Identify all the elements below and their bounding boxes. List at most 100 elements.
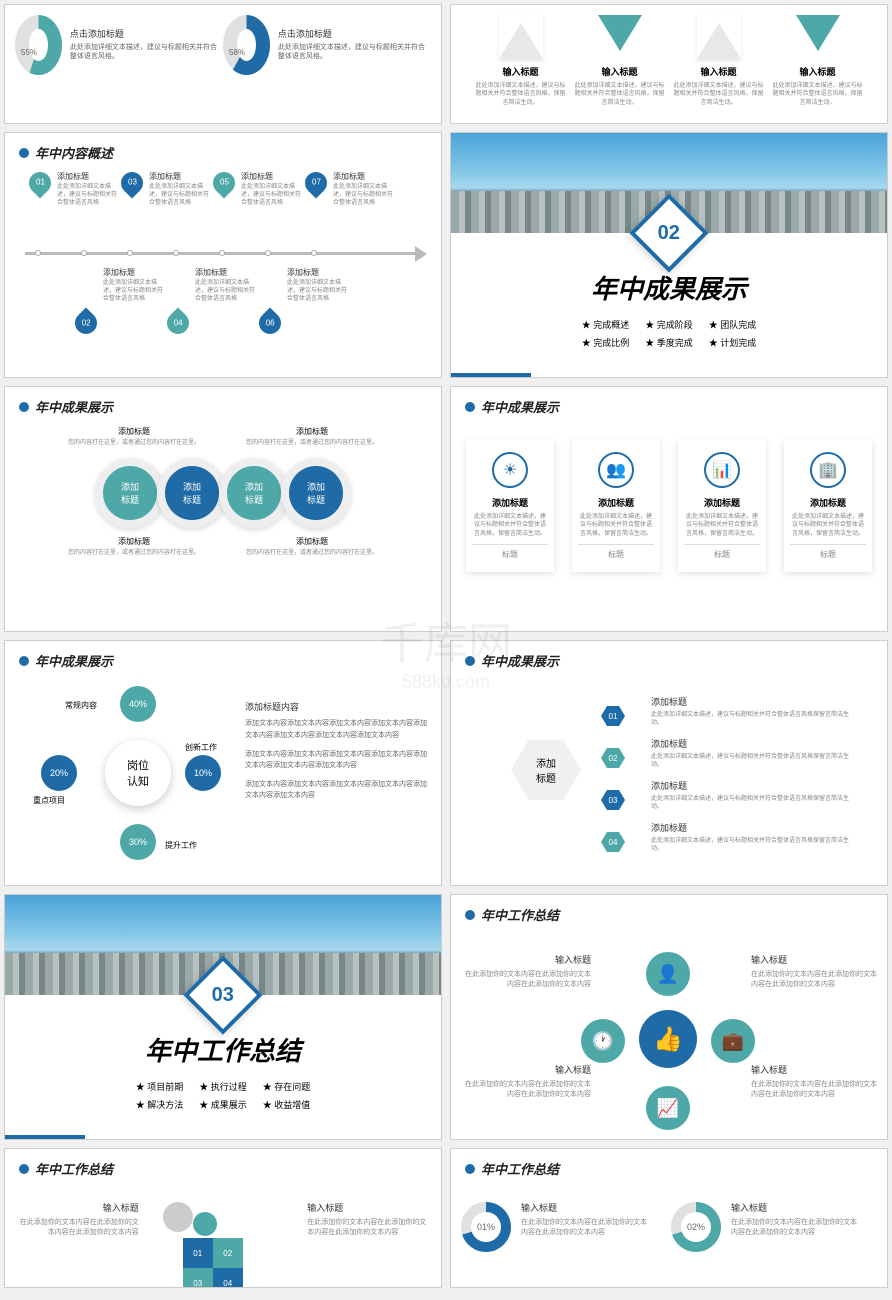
section-title: 年中工作总结 xyxy=(5,1031,441,1068)
quad-cell: 01 xyxy=(183,1238,213,1268)
item-heading: 添加标题 xyxy=(64,536,204,547)
donut-chart: 01% xyxy=(461,1202,511,1252)
slide-grid: 55% 点击添加标题此处添加详细文本描述，建议与标题相关并符合整体语言风格。 5… xyxy=(0,0,892,1292)
hex-item: 添加标题此处添加详细文本描述，建议与标题相关并符合整体语言风格保留言简洁生动。 xyxy=(651,738,851,769)
card-tag: 标题 xyxy=(472,544,548,560)
pin-item: 输入标题 此处添加详细文本描述，建议与标题相关并符合整体语言风格，保留言简洁生动… xyxy=(474,15,568,107)
item-text: 此处添加详细文本描述，建议与标题相关并符合整体语言风格，保留言简洁生动。 xyxy=(771,82,865,107)
donut-chart: 02% xyxy=(671,1202,721,1252)
bullet-item: ★ 完成阶段 xyxy=(645,320,693,330)
slide-5: 年中成果展示 添加标题您的内容打在这里，或者通过您的内容打在这里。添加标题您的内… xyxy=(4,386,442,632)
info-card: 👥 添加标题 此处添加详细文本描述，建议与标题相关并符合整体语言风格，保留言简洁… xyxy=(572,440,660,572)
item-heading: 添加标题 xyxy=(578,496,654,509)
timeline-item: 03 添加标题此处添加详细文本描述，建议与标题相关符合整体语言风格 xyxy=(121,172,203,198)
item-heading: 输入标题 xyxy=(731,1202,861,1216)
hex-number: 03 xyxy=(601,790,625,810)
card-icon: ☀ xyxy=(492,452,528,488)
item-heading: 输入标题 xyxy=(751,954,881,968)
quad-cell: 04 xyxy=(213,1268,243,1288)
icon-text: 输入标题在此添加你的文本内容在此添加你的文本内容在此添加你的文本内容 xyxy=(461,1064,591,1101)
item-text: 在此添加你的文本内容在此添加你的文本内容在此添加你的文本内容 xyxy=(731,1218,861,1239)
bullet-item: ★ 团队完成 xyxy=(709,320,757,330)
circle-node: 添加标题 xyxy=(281,458,351,528)
item-heading: 输入标题 xyxy=(17,1202,139,1216)
circle-node: 添加标题 xyxy=(95,458,165,528)
item-text: 此处添加详细文本描述，建议与标题相关并符合整体语言风格，保留言简洁生动。 xyxy=(790,513,866,538)
pin-item: 输入标题 此处添加详细文本描述，建议与标题相关并符合整体语言风格，保留言简洁生动… xyxy=(672,15,766,107)
item-text: 在此添加你的文本内容在此添加你的文本内容在此添加你的文本内容 xyxy=(307,1218,429,1239)
item-heading: 输入标题 xyxy=(573,65,667,78)
quad-cell: 03 xyxy=(183,1268,213,1288)
item-text: 您的内容打在这里，或者通过您的内容打在这里。 xyxy=(64,440,204,448)
circle-node: 添加标题 xyxy=(157,458,227,528)
item-text: 在此添加你的文本内容在此添加你的文本内容在此添加你的文本内容 xyxy=(17,1218,139,1239)
pin-item: 输入标题 此处添加详细文本描述，建议与标题相关并符合整体语言风格，保留言简洁生动… xyxy=(771,15,865,107)
item-heading: 输入标题 xyxy=(751,1064,881,1078)
item-text: 您的内容打在这里，或者通过您的内容打在这里。 xyxy=(64,550,204,558)
item-heading: 添加标题 xyxy=(57,172,119,182)
bullet-item: ★ 完成概述 xyxy=(582,320,630,330)
item-text: 此处添加详细文本描述，建议与标题相关并符合整体语言风格，保留言简洁生动。 xyxy=(672,82,766,107)
drop-icon: 07 xyxy=(300,167,331,198)
mind-center: 岗位认知 xyxy=(105,740,171,806)
slide-3: 年中内容概述 01 添加标题此处添加详细文本描述，建议与标题相关符合整体语言风格… xyxy=(4,132,442,378)
slide-title: 年中工作总结 xyxy=(35,1159,113,1178)
item-heading: 添加标题 xyxy=(651,780,851,793)
icon-text: 输入标题在此添加你的文本内容在此添加你的文本内容在此添加你的文本内容 xyxy=(751,1064,881,1101)
hex-number: 04 xyxy=(601,832,625,852)
item-heading: 添加标题 xyxy=(195,268,257,278)
node-label: 常规内容 xyxy=(65,700,97,711)
item-text: 您的内容打在这里，或者通过您的内容打在这里。 xyxy=(242,550,382,558)
card-icon: 🏢 xyxy=(810,452,846,488)
slide-4-section: 02 年中成果展示 ★ 完成概述★ 完成阶段★ 团队完成★ 完成比例★ 季度完成… xyxy=(450,132,888,378)
slide-title: 年中成果展示 xyxy=(481,651,559,670)
donut-item: 01% 输入标题在此添加你的文本内容在此添加你的文本内容在此添加你的文本内容 xyxy=(461,1202,651,1252)
timeline-item: 01 添加标题此处添加详细文本描述，建议与标题相关符合整体语言风格 xyxy=(29,172,111,198)
item-text: 此处添加详细文本描述，建议与标题相关并符合整体语言风格。 xyxy=(278,43,431,61)
slide-title: 年中工作总结 xyxy=(481,905,559,924)
item-heading: 输入标题 xyxy=(672,65,766,78)
slide-10: 年中工作总结 👍👤🕐💼📈输入标题在此添加你的文本内容在此添加你的文本内容在此添加… xyxy=(450,894,888,1140)
slide-title: 年中工作总结 xyxy=(481,1159,559,1178)
drop-icon: 03 xyxy=(116,167,147,198)
item-heading: 添加标题 xyxy=(651,696,851,709)
donut-chart: 55% xyxy=(15,15,62,75)
mind-node: 20% xyxy=(41,755,77,791)
slide-title: 年中内容概述 xyxy=(35,143,113,162)
slide-1: 55% 点击添加标题此处添加详细文本描述，建议与标题相关并符合整体语言风格。 5… xyxy=(4,4,442,124)
donut-item: 02% 输入标题在此添加你的文本内容在此添加你的文本内容在此添加你的文本内容 xyxy=(671,1202,861,1252)
timeline-item: 添加标题此处添加详细文本描述，建议与标题相关符合整体语言风格 02 xyxy=(75,268,157,338)
item-heading: 添加标题 xyxy=(684,496,760,509)
mind-node: 40% xyxy=(120,686,156,722)
drop-icon: 05 xyxy=(208,167,239,198)
drop-icon: 06 xyxy=(254,307,285,338)
timeline-item: 05 添加标题此处添加详细文本描述，建议与标题相关符合整体语言风格 xyxy=(213,172,295,198)
item-text: 您的内容打在这里，或者通过您的内容打在这里。 xyxy=(242,440,382,448)
bullet-item: ★ 存在问题 xyxy=(263,1082,311,1092)
item-heading: 添加标题 xyxy=(287,268,349,278)
item-heading: 输入标题 xyxy=(461,1064,591,1078)
card-tag: 标题 xyxy=(578,544,654,560)
icon-text: 输入标题在此添加你的文本内容在此添加你的文本内容在此添加你的文本内容 xyxy=(461,954,591,991)
drop-icon: 02 xyxy=(70,307,101,338)
bullet-item: ★ 项目前期 xyxy=(136,1082,184,1092)
pin-icon xyxy=(796,15,840,59)
slide-2: 输入标题 此处添加详细文本描述，建议与标题相关并符合整体语言风格，保留言简洁生动… xyxy=(450,4,888,124)
item-heading: 添加标题 xyxy=(241,172,303,182)
pin-item: 输入标题 此处添加详细文本描述，建议与标题相关并符合整体语言风格，保留言简洁生动… xyxy=(573,15,667,107)
gear-graphic: 01020304 xyxy=(153,1202,293,1288)
item-heading: 添加标题 xyxy=(790,496,866,509)
donut-item: 58% 点击添加标题此处添加详细文本描述，建议与标题相关并符合整体语言风格。 xyxy=(223,15,431,75)
icon-text: 输入标题在此添加你的文本内容在此添加你的文本内容在此添加你的文本内容 xyxy=(751,954,881,991)
item-text: 在此添加你的文本内容在此添加你的文本内容在此添加你的文本内容 xyxy=(521,1218,651,1239)
hex-number: 01 xyxy=(601,706,625,726)
icon-node: 📈 xyxy=(646,1086,690,1130)
item-heading: 点击添加标题 xyxy=(278,29,431,41)
icon-node: 👤 xyxy=(646,952,690,996)
card-tag: 标题 xyxy=(790,544,866,560)
item-text: 此处添加详细文本描述，建议与标题相关并符合整体语言风格，保留言简洁生动。 xyxy=(573,82,667,107)
slide-title: 年中成果展示 xyxy=(35,651,113,670)
content-heading: 添加标题内容 xyxy=(245,700,431,714)
item-heading: 添加标题 xyxy=(651,822,851,835)
slide-7: 年中成果展示 岗位认知 添加标题内容添加文本内容添加文本内容添加文本内容添加文本… xyxy=(4,640,442,886)
